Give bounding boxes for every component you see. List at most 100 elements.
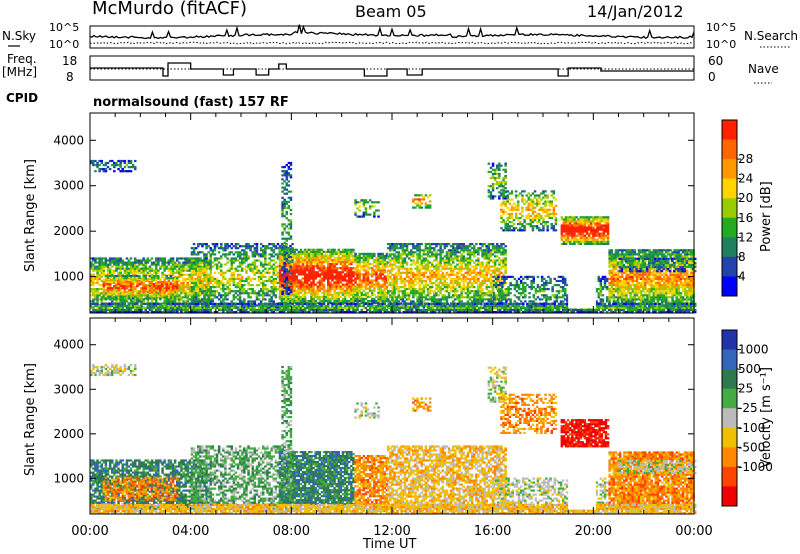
heatmap-cell [184, 300, 187, 303]
heatmap-cell [416, 245, 419, 248]
heatmap-cell [102, 271, 106, 274]
heatmap-cell [146, 286, 150, 289]
heatmap-cell [470, 253, 474, 256]
heatmap-cell [178, 294, 181, 297]
heatmap-cell [192, 259, 196, 262]
heatmap-cell [441, 288, 444, 291]
heatmap-cell [285, 276, 288, 279]
heatmap-cell [431, 261, 434, 264]
heatmap-cell [487, 279, 491, 283]
heatmap-cell [485, 247, 488, 250]
heatmap-cell [205, 253, 208, 256]
heatmap-cell [220, 245, 223, 248]
heatmap-cell [289, 235, 293, 238]
heatmap-cell [397, 257, 400, 260]
heatmap-cell [98, 294, 101, 297]
heatmap-cell [337, 273, 340, 276]
heatmap-cell [299, 283, 303, 286]
heatmap-cell [445, 253, 449, 256]
heatmap-cell [379, 263, 382, 266]
heatmap-cell [473, 277, 476, 280]
heatmap-cell [255, 271, 259, 274]
heatmap-cell [424, 279, 428, 283]
heatmap-cell [247, 247, 250, 250]
heatmap-cell [289, 190, 293, 193]
heatmap-cell [303, 273, 307, 276]
heatmap-cell [108, 259, 112, 262]
heatmap-cell [410, 277, 413, 280]
heatmap-cell [358, 261, 361, 264]
heatmap-cell [418, 247, 421, 250]
heatmap-cell [209, 292, 212, 295]
heatmap-cell [148, 281, 152, 284]
heatmap-cell [324, 254, 328, 258]
heatmap-cell [458, 251, 461, 254]
heatmap-cell [180, 296, 183, 299]
heatmap-cell [289, 198, 293, 201]
heatmap-cell [211, 265, 215, 268]
heatmap-cell [395, 255, 398, 258]
heatmap-cell [165, 293, 168, 296]
heatmap-cell [368, 283, 372, 286]
heatmap-cell [113, 279, 116, 282]
heatmap-cell [287, 196, 291, 199]
heatmap-cell [337, 252, 340, 255]
heatmap-cell [92, 298, 95, 301]
heatmap-cell [140, 277, 143, 280]
heatmap-cell [335, 291, 338, 294]
heatmap-cell [422, 257, 426, 260]
heatmap-cell [428, 255, 432, 258]
heatmap-cell [487, 247, 491, 250]
heatmap-cell [117, 259, 120, 262]
heatmap-cell [100, 263, 103, 266]
heatmap-cell [368, 256, 372, 260]
heatmap-cell [297, 295, 301, 298]
heatmap-cell [217, 281, 221, 285]
heatmap-cell [391, 294, 394, 297]
heatmap-cell [303, 293, 307, 296]
heatmap-cell [358, 283, 361, 286]
heatmap-cell [257, 292, 261, 295]
heatmap-cell [368, 281, 372, 284]
heatmap-cell [310, 263, 313, 266]
heatmap-cell [113, 259, 116, 262]
heatmap-cell [435, 251, 438, 254]
heatmap-cell [491, 162, 495, 165]
heatmap-cell [236, 259, 240, 262]
heatmap-cell [207, 300, 210, 303]
heatmap-cell [188, 279, 192, 283]
heatmap-cell [178, 284, 181, 287]
heatmap-cell [389, 277, 392, 280]
heatmap-cell [236, 298, 240, 301]
heatmap-cell [348, 275, 351, 278]
heatmap-cell [287, 283, 290, 286]
heatmap-cell [222, 273, 225, 276]
heatmap-cell [364, 283, 368, 286]
heatmap-cell [485, 275, 488, 278]
heatmap-cell [405, 249, 409, 252]
heatmap-cell [303, 277, 307, 280]
heatmap-cell [362, 254, 366, 258]
heatmap-cell [489, 292, 493, 295]
heatmap-cell [186, 296, 189, 299]
heatmap-cell [259, 265, 263, 268]
heatmap-cell [462, 267, 465, 270]
heatmap-cell [297, 256, 301, 260]
heatmap-cell [487, 191, 491, 194]
heatmap-cell [345, 256, 349, 260]
heatmap-cell [320, 283, 324, 286]
heatmap-cell [259, 255, 263, 258]
heatmap-cell [264, 247, 267, 250]
heatmap-cell [381, 267, 384, 270]
heatmap-cell [167, 273, 171, 276]
heatmap-cell [178, 275, 181, 278]
heatmap-cell [295, 271, 298, 274]
heatmap-cell [123, 166, 127, 169]
heatmap-cell [504, 267, 507, 270]
heatmap-cell [96, 294, 99, 297]
heatmap-cell [113, 274, 116, 278]
heatmap-cell [207, 302, 210, 305]
heatmap-cell [352, 293, 355, 296]
heatmap-cell [222, 286, 225, 289]
heatmap-cell [280, 281, 284, 284]
